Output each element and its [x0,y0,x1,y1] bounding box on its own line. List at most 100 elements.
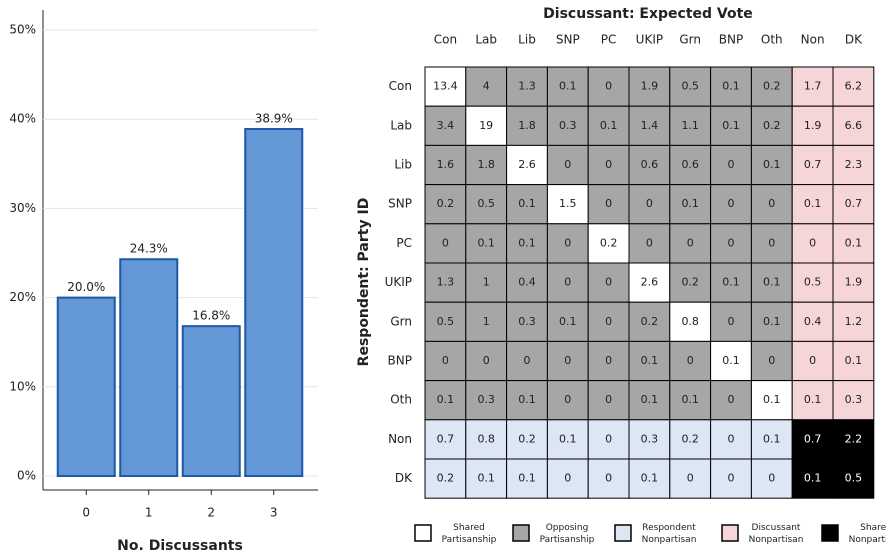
cell-label: 3.4 [437,119,455,132]
cell-label: 1.3 [518,80,536,93]
cell-label: 0 [728,236,735,249]
cell-label: 0.2 [437,472,455,485]
cell-label: 0 [768,236,775,249]
cell-label: 1.3 [437,276,455,289]
heatmap-cell [750,105,793,146]
heatmap-cell [546,262,589,303]
row-label: Lib [394,158,412,172]
cell-label: 0.6 [681,158,699,171]
heatmap-cell [546,301,589,342]
heatmap-cell [710,419,752,460]
heatmap-cell [506,262,548,303]
heatmap-cell [832,144,875,186]
heatmap-cell [750,262,793,303]
cell-label: 0.7 [845,197,863,210]
column-label: DK [845,33,863,47]
heatmap-cell [628,262,671,303]
cell-label: 0.1 [518,472,536,485]
heatmap-cell [832,340,875,382]
cell-label: 0.1 [763,276,781,289]
row-label: UKIP [385,275,412,289]
heatmap-cell [587,458,630,499]
cell-label: 1.2 [845,315,863,328]
heatmap-cell [832,262,875,303]
x-tick-label: 2 [207,506,215,520]
legend-label: SharedNonpartisan [849,523,886,545]
heatmap-cell [750,458,793,499]
x-tick-label: 0 [82,506,90,520]
cell-label: 2.6 [518,158,536,171]
cell-label: 0.7 [437,432,455,445]
heatmap-cell [424,66,467,107]
cell-label: 0.1 [681,393,699,406]
cell-label: 0.8 [477,432,495,445]
heatmap-cell [506,380,548,421]
cell-label: 0.5 [681,80,699,93]
cell-label: 1 [483,315,490,328]
heatmap-cell [424,458,467,499]
cell-label: 1.5 [559,197,577,210]
cell-label: 0 [728,393,735,406]
heatmap-cell [546,223,589,264]
value-label: 24.3% [130,242,168,256]
cell-label: 0.1 [763,393,781,406]
row-label: Oth [390,393,412,407]
cell-label: 0 [564,276,571,289]
cell-label: 6.2 [845,80,863,93]
heatmap-cell [465,301,508,342]
heatmap-cell [832,223,875,264]
cell-label: 0.2 [681,432,699,445]
row-label: Con [389,79,412,93]
cell-label: 0.1 [559,315,577,328]
heatmap-cell [424,380,467,421]
value-label: 20.0% [67,280,105,294]
cell-label: 0 [564,354,571,367]
heatmap-cell [750,301,793,342]
heatmap-cell [791,144,834,186]
heatmap-cell [628,105,671,146]
cell-label: 0 [728,197,735,210]
cell-label: 0.4 [518,276,536,289]
legend-swatch [821,524,839,542]
cell-label: 0 [605,472,612,485]
heatmap-cell [791,380,834,421]
heatmap-cell [465,223,508,264]
cell-label: 1.8 [477,158,495,171]
column-label: Oth [761,33,783,47]
cell-label: 1.9 [845,276,863,289]
cell-label: 2.3 [845,158,863,171]
cell-label: 0.1 [437,393,455,406]
cell-label: 1.7 [804,80,822,93]
heatmap-cell [424,301,467,342]
heatmap-cell [710,458,752,499]
cell-label: 0.1 [477,472,495,485]
heatmap-cell [465,419,508,460]
bar [244,128,304,477]
cell-label: 1 [483,276,490,289]
cell-label: 0.6 [641,158,659,171]
heatmap-cell [791,301,834,342]
cell-label: 0.1 [559,432,577,445]
cell-label: 0.4 [804,315,822,328]
heatmap-cell [424,419,467,460]
heatmap-cell [546,458,589,499]
heatmap-cell [832,301,875,342]
heatmap-cell [506,301,548,342]
cell-label: 0.2 [518,432,536,445]
cell-label: 0.2 [641,315,659,328]
heatmap-cell [832,380,875,421]
column-label: BNP [719,33,743,47]
row-label: BNP [388,354,412,368]
cell-label: 0 [768,197,775,210]
heatmap-cell [628,301,671,342]
heatmap-cell [710,184,752,225]
heatmap-cell [587,105,630,146]
heatmap-cell [546,419,589,460]
cell-label: 6.6 [845,119,863,132]
heatmap-cell [669,301,712,342]
cell-label: 0 [605,80,612,93]
bar [119,258,179,477]
cell-label: 0 [768,354,775,367]
heatmap-cell [546,144,589,186]
